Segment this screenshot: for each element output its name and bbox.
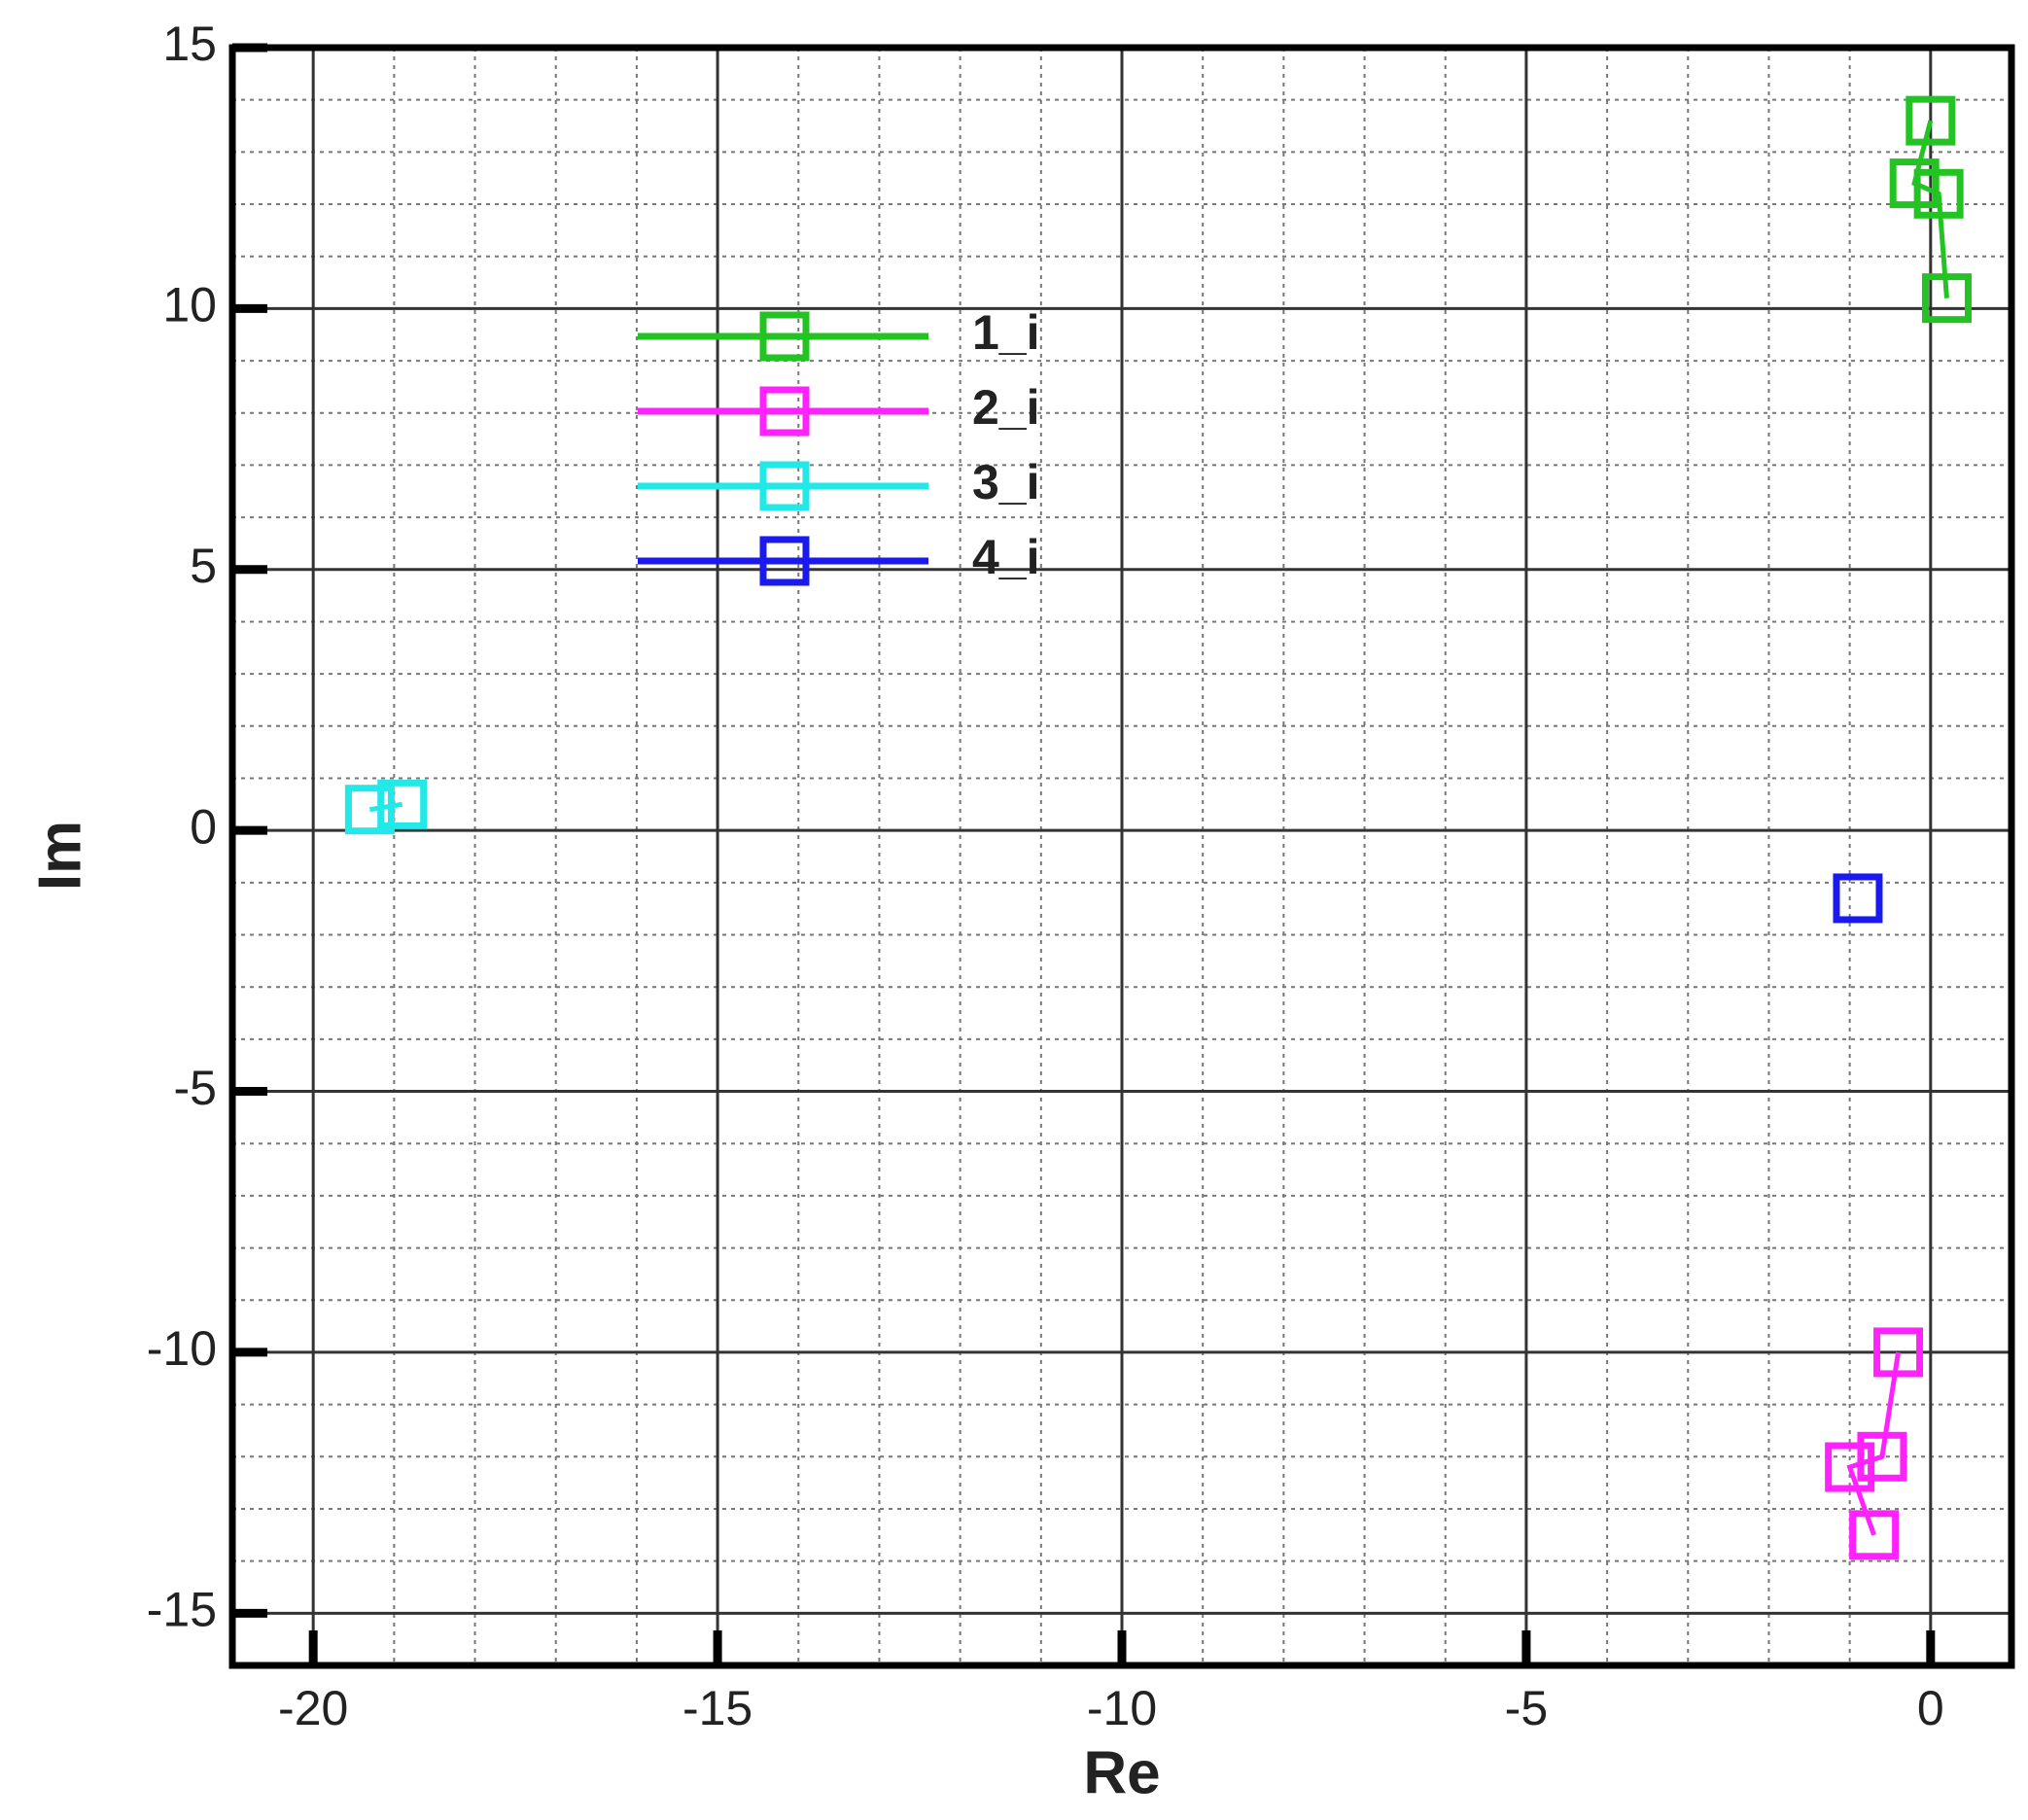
legend-label: 3_i xyxy=(972,455,1040,509)
series-line xyxy=(1846,1351,1902,1536)
x-tick-label: -20 xyxy=(278,1681,348,1735)
point-marker xyxy=(1825,1442,1875,1492)
y-tick-label: 15 xyxy=(162,17,217,71)
legend-marker xyxy=(759,536,810,586)
y-axis-title: Im xyxy=(26,821,93,891)
series-line xyxy=(369,801,403,813)
x-tick-label: -5 xyxy=(1505,1681,1548,1735)
y-tick-label: 5 xyxy=(190,539,217,593)
series-line xyxy=(1911,120,1949,298)
legend-marker xyxy=(759,386,810,437)
point-marker xyxy=(1906,95,1956,146)
point-marker xyxy=(1833,873,1883,924)
y-tick-label: -5 xyxy=(174,1061,217,1115)
x-tick-label: 0 xyxy=(1917,1681,1944,1735)
point-marker xyxy=(1913,168,1964,219)
point-marker xyxy=(377,779,428,829)
y-tick-label: -10 xyxy=(147,1321,217,1376)
point-marker xyxy=(1857,1431,1907,1482)
x-tick-label: -10 xyxy=(1087,1681,1157,1735)
x-tick-label: -15 xyxy=(682,1681,752,1735)
legend-label: 2_i xyxy=(972,380,1040,435)
legend-label: 4_i xyxy=(972,530,1040,584)
point-marker xyxy=(344,785,395,835)
point-marker xyxy=(1921,273,1972,324)
point-marker xyxy=(1849,1510,1900,1560)
legend-marker xyxy=(759,311,810,362)
legend-marker xyxy=(759,461,810,511)
y-tick-label: 0 xyxy=(190,799,217,854)
x-axis-title: Re xyxy=(1083,1739,1160,1806)
y-tick-label: 10 xyxy=(162,278,217,332)
legend-label: 1_i xyxy=(972,305,1040,360)
plot-frame xyxy=(228,44,2015,1669)
point-marker xyxy=(1873,1327,1924,1378)
y-tick-label: -15 xyxy=(147,1583,217,1637)
